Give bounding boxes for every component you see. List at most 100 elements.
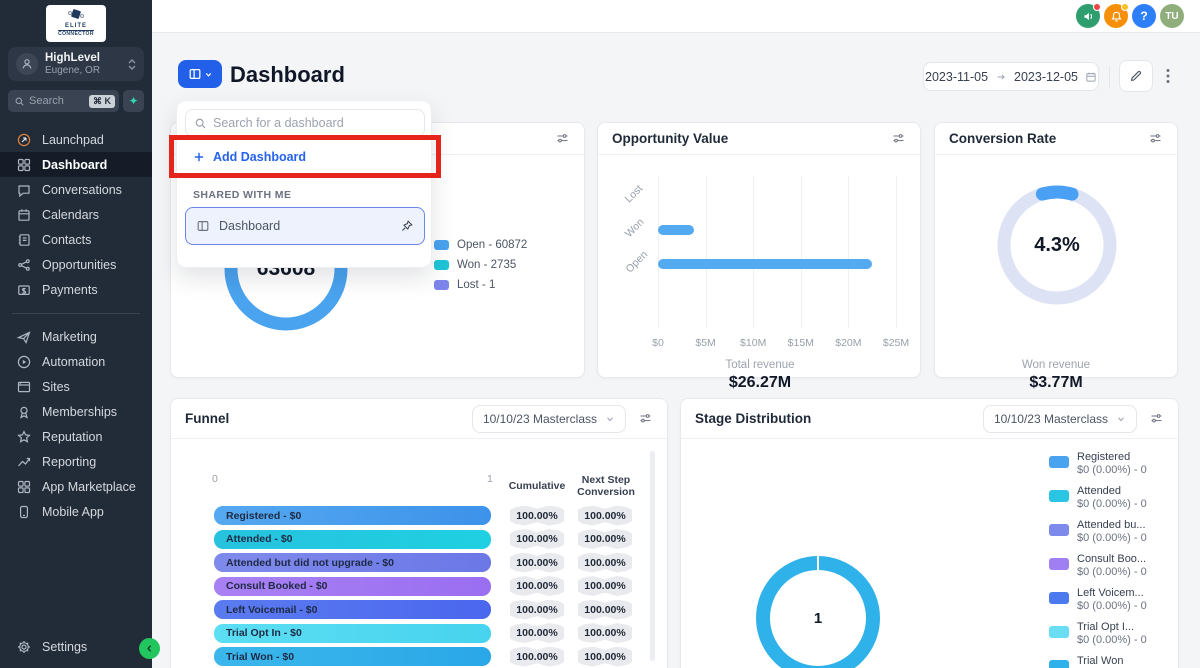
dashboard-search-placeholder: Search for a dashboard bbox=[213, 116, 344, 130]
memberships-icon bbox=[16, 404, 32, 420]
gridline bbox=[705, 176, 707, 328]
stage-legend-item[interactable]: Trial Opt I... $0 (0.00%) - 0 bbox=[1049, 621, 1159, 646]
notifications-button[interactable] bbox=[1104, 3, 1129, 28]
sidebar-item-conversations[interactable]: Conversations bbox=[0, 177, 152, 202]
sidebar-item-marketing[interactable]: Marketing bbox=[0, 324, 152, 349]
legend-label: Won - 2735 bbox=[457, 259, 517, 271]
legend-value: $0 (0.00%) - 0 bbox=[1077, 464, 1147, 476]
card-settings-icon[interactable] bbox=[638, 411, 653, 426]
funnel-card: Funnel 10/10/23 Masterclass 0 1 Cumulati… bbox=[170, 398, 668, 668]
legend-label: Open - 60872 bbox=[457, 239, 528, 251]
date-range-picker[interactable]: 2023-11-05 2023-12-05 bbox=[923, 62, 1099, 91]
sidebar-item-label: Conversations bbox=[42, 182, 122, 197]
status-legend-item[interactable]: Lost - 1 bbox=[434, 275, 527, 295]
logo-line2: CONNECTOR bbox=[58, 30, 94, 37]
funnel-col-cumulative: Cumulative bbox=[508, 480, 566, 492]
legend-swatch bbox=[434, 240, 449, 250]
sidebar-item-launchpad[interactable]: Launchpad bbox=[0, 127, 152, 152]
edit-dashboard-button[interactable] bbox=[1119, 60, 1153, 92]
stage-legend-item[interactable]: Attended bu... $0 (0.00%) - 0 bbox=[1049, 519, 1159, 544]
sidebar-item-payments[interactable]: Payments bbox=[0, 277, 152, 302]
date-end[interactable]: 2023-12-05 bbox=[1014, 69, 1078, 84]
stage-source-select[interactable]: 10/10/23 Masterclass bbox=[982, 404, 1137, 433]
sidebar-item-sites[interactable]: Sites bbox=[0, 374, 152, 399]
legend-label: Trial Won bbox=[1077, 655, 1124, 667]
sidebar-item-memberships[interactable]: Memberships bbox=[0, 399, 152, 424]
add-dashboard-button[interactable]: Add Dashboard bbox=[185, 143, 425, 171]
y-axis-label: Won bbox=[622, 216, 647, 240]
funnel-cumulative-badge: 100.00% bbox=[510, 576, 564, 596]
legend-value: $0 (0.00%) - 0 bbox=[1077, 566, 1147, 578]
dashboard-switcher-button[interactable] bbox=[178, 60, 222, 88]
sidebar-nav-secondary: Marketing Automation Sites Memberships Reput… bbox=[0, 324, 152, 524]
date-start[interactable]: 2023-11-05 bbox=[925, 69, 989, 84]
card-settings-icon[interactable] bbox=[1148, 131, 1163, 146]
pin-icon bbox=[402, 220, 413, 231]
status-legend-item[interactable]: Won - 2735 bbox=[434, 255, 527, 275]
legend-label: Registered bbox=[1077, 451, 1131, 463]
status-legend-item[interactable]: Open - 60872 bbox=[434, 235, 527, 255]
sidebar-item-label: Reporting bbox=[42, 454, 97, 469]
sidebar-item-mobile-app[interactable]: Mobile App bbox=[0, 499, 152, 524]
conversations-icon bbox=[16, 182, 32, 198]
account-location: Eugene, OR bbox=[45, 64, 101, 76]
sidebar-item-settings[interactable]: Settings bbox=[0, 634, 152, 659]
stage-legend-item[interactable]: Registered $0 (0.00%) - 0 bbox=[1049, 451, 1159, 476]
sidebar: ELITE CONNECTOR HighLevel Eugene, OR Sea… bbox=[0, 0, 160, 668]
sidebar-item-dashboard[interactable]: Dashboard bbox=[0, 152, 152, 177]
funnel-bar: Registered - $0 bbox=[214, 506, 491, 525]
stage-legend-item[interactable]: Consult Boo... $0 (0.00%) - 0 bbox=[1049, 553, 1159, 578]
funnel-nextstep-badge: 100.00% bbox=[578, 529, 632, 549]
funnel-source-select[interactable]: 10/10/23 Masterclass bbox=[471, 404, 626, 433]
app-marketplace-icon bbox=[16, 479, 32, 495]
card-settings-icon[interactable] bbox=[891, 131, 906, 146]
ai-assistant-button[interactable]: ✦ bbox=[123, 90, 144, 112]
sidebar-item-opportunities[interactable]: Opportunities bbox=[0, 252, 152, 277]
legend-value: $0 (0.00%) - 0 bbox=[1077, 634, 1147, 646]
sidebar-item-app-marketplace[interactable]: App Marketplace bbox=[0, 474, 152, 499]
sidebar-item-label: Payments bbox=[42, 282, 98, 297]
card-settings-icon[interactable] bbox=[555, 131, 570, 146]
gridline bbox=[800, 176, 802, 328]
sidebar-item-label: App Marketplace bbox=[42, 479, 136, 494]
header-more-options-button[interactable] bbox=[1160, 65, 1176, 87]
arrow-right-icon bbox=[997, 73, 1005, 80]
account-switcher[interactable]: HighLevel Eugene, OR bbox=[8, 47, 144, 81]
sidebar-item-label: Launchpad bbox=[42, 132, 104, 147]
opportunity-value-card: Opportunity Value Total revenue $26.27M … bbox=[597, 122, 921, 391]
sidebar-collapse-button[interactable] bbox=[139, 638, 160, 659]
gridline bbox=[658, 176, 659, 328]
legend-swatch bbox=[1049, 626, 1069, 638]
launchpad-icon bbox=[16, 132, 32, 148]
sidebar-divider bbox=[12, 313, 140, 314]
shared-dashboard-item[interactable]: Dashboard bbox=[185, 207, 425, 245]
legend-swatch bbox=[1049, 660, 1069, 668]
help-button[interactable]: ? bbox=[1132, 4, 1156, 28]
card-title: Conversion Rate bbox=[949, 131, 1057, 146]
stage-legend-item[interactable]: Attended $0 (0.00%) - 0 bbox=[1049, 485, 1159, 510]
announcements-button[interactable] bbox=[1076, 3, 1101, 28]
sidebar-search-input[interactable]: Search ⌘ K bbox=[8, 90, 119, 112]
card-title: Opportunity Value bbox=[612, 131, 729, 146]
stage-legend-item[interactable]: Trial Won$0 (100.00%) - 1 bbox=[1049, 655, 1159, 668]
conversion-rate-gauge: 4.3% bbox=[997, 185, 1117, 305]
payments-icon bbox=[16, 282, 32, 298]
sidebar-item-label: Sites bbox=[42, 379, 70, 394]
stage-legend-item[interactable]: Left Voicem... $0 (0.00%) - 0 bbox=[1049, 587, 1159, 612]
add-dashboard-label: Add Dashboard bbox=[213, 150, 307, 164]
funnel-cumulative-badge: 100.00% bbox=[510, 646, 564, 667]
sidebar-item-label: Mobile App bbox=[42, 504, 104, 519]
dashboard-search-input[interactable]: Search for a dashboard bbox=[185, 109, 425, 137]
user-avatar[interactable]: TU bbox=[1160, 4, 1184, 28]
sidebar-item-automation[interactable]: Automation bbox=[0, 349, 152, 374]
plus-icon bbox=[194, 152, 204, 162]
sidebar-item-calendars[interactable]: Calendars bbox=[0, 202, 152, 227]
sidebar-item-contacts[interactable]: Contacts bbox=[0, 227, 152, 252]
card-settings-icon[interactable] bbox=[1149, 411, 1164, 426]
sidebar-item-reputation[interactable]: Reputation bbox=[0, 424, 152, 449]
reputation-icon bbox=[16, 429, 32, 445]
funnel-scrollbar[interactable] bbox=[650, 451, 655, 661]
legend-label: Attended bu... bbox=[1077, 519, 1146, 531]
notifications-badge bbox=[1121, 3, 1129, 11]
sidebar-item-reporting[interactable]: Reporting bbox=[0, 449, 152, 474]
